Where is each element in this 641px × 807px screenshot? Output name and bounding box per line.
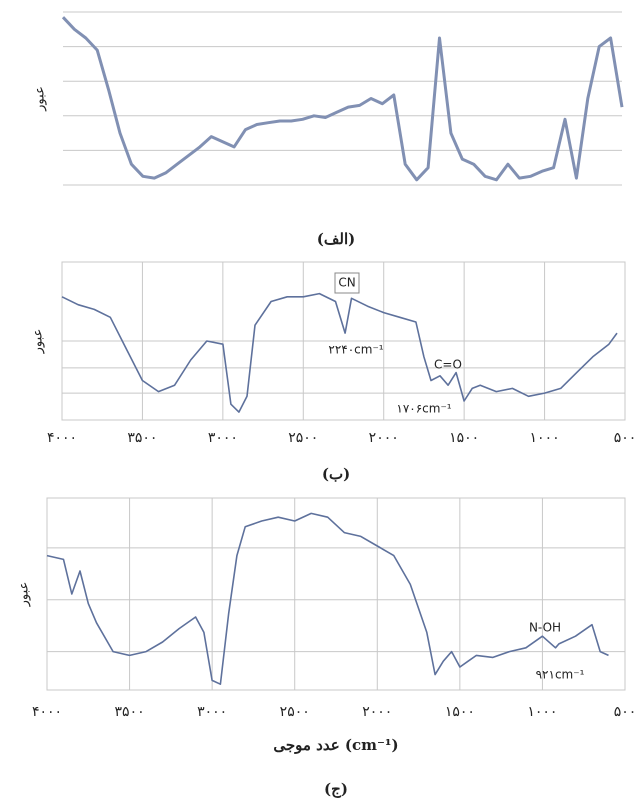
annotation: C=O [434, 358, 462, 372]
x-tick-label: ۲۰۰۰ [362, 704, 392, 720]
annotation-box [334, 272, 360, 294]
x-tick-label: ۱۰۰۰ [527, 704, 557, 720]
x-tick-label: ۵۰۰ [614, 704, 637, 720]
x-tick-label: ۱۰۰۰ [530, 430, 560, 446]
x-tick-label: ۲۰۰۰ [369, 430, 399, 446]
x-tick-label: ۵۰۰ [614, 430, 637, 446]
annotation: CN [338, 276, 355, 290]
spectrum-line [61, 292, 618, 413]
annotation: ۱۷۰۶cm⁻¹ [396, 402, 451, 416]
x-axis-label: عدد موجی (cm⁻¹) [273, 736, 398, 754]
x-tick-label: ۴۰۰۰ [32, 704, 62, 720]
y-axis-label: عبور [17, 582, 32, 608]
y-axis-label: عبور [31, 329, 46, 355]
spectrum-line [46, 512, 609, 685]
spectrum-line [61, 16, 624, 182]
panel-caption: (الف) [317, 230, 355, 248]
x-tick-label: ۳۵۰۰ [115, 704, 145, 720]
x-tick-label: ۳۰۰۰ [197, 704, 227, 720]
x-tick-label: ۲۵۰۰ [288, 430, 318, 446]
y-axis-label: عبور [33, 86, 48, 112]
x-tick-label: ۴۰۰۰ [47, 430, 77, 446]
x-tick-label: ۳۵۰۰ [127, 430, 157, 446]
x-tick-label: ۳۰۰۰ [208, 430, 238, 446]
x-tick-label: ۲۵۰۰ [280, 704, 310, 720]
plot-frame [61, 261, 626, 421]
annotation: N-OH [529, 621, 561, 635]
x-tick-label: ۱۵۰۰ [445, 704, 475, 720]
panel-caption: (ج) [324, 780, 348, 798]
panel-caption: (ب) [322, 465, 350, 483]
annotation: ۹۲۱cm⁻¹ [536, 668, 585, 682]
x-tick-label: ۱۵۰۰ [449, 430, 479, 446]
annotation: ۲۲۴۰cm⁻¹ [328, 343, 383, 357]
plot-frame [46, 497, 626, 691]
